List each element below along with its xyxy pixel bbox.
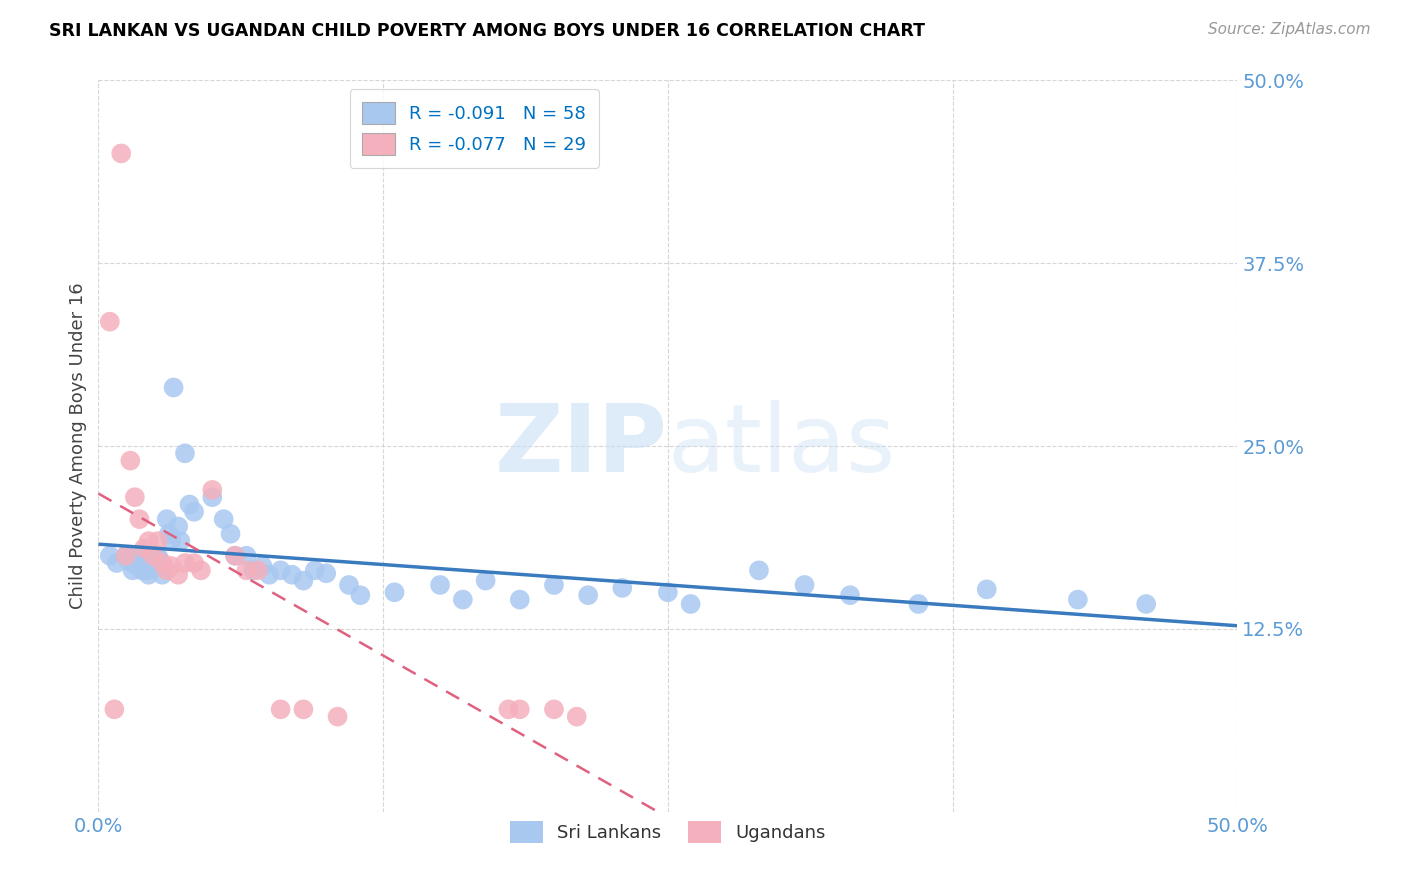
Point	[114, 549, 136, 563]
Point	[156, 563, 179, 577]
Point	[179, 498, 201, 512]
Point	[183, 556, 205, 570]
Point	[679, 597, 702, 611]
Point	[337, 578, 360, 592]
Point	[146, 534, 169, 549]
Point	[132, 541, 155, 556]
Point	[174, 556, 197, 570]
Point	[246, 563, 269, 577]
Point	[201, 490, 224, 504]
Point	[1067, 592, 1090, 607]
Point	[117, 553, 139, 567]
Point	[124, 490, 146, 504]
Point	[167, 567, 190, 582]
Point	[612, 581, 634, 595]
Point	[259, 567, 281, 582]
Point	[219, 526, 242, 541]
Point	[242, 563, 264, 577]
Point	[138, 563, 160, 577]
Point	[142, 549, 165, 563]
Point	[157, 526, 180, 541]
Point	[127, 549, 149, 563]
Point	[103, 702, 125, 716]
Point	[150, 556, 173, 570]
Point	[252, 558, 274, 573]
Point	[509, 702, 531, 716]
Point	[292, 574, 315, 588]
Point	[121, 556, 143, 570]
Y-axis label: Child Poverty Among Boys Under 16: Child Poverty Among Boys Under 16	[69, 283, 87, 609]
Point	[156, 512, 179, 526]
Point	[474, 574, 496, 588]
Point	[657, 585, 679, 599]
Text: SRI LANKAN VS UGANDAN CHILD POVERTY AMONG BOYS UNDER 16 CORRELATION CHART: SRI LANKAN VS UGANDAN CHILD POVERTY AMON…	[49, 22, 925, 40]
Point	[160, 534, 183, 549]
Point	[429, 578, 451, 592]
Point	[131, 563, 153, 577]
Legend: Sri Lankans, Ugandans: Sri Lankans, Ugandans	[499, 810, 837, 854]
Point	[907, 597, 929, 611]
Point	[349, 588, 371, 602]
Point	[128, 553, 150, 567]
Point	[576, 588, 599, 602]
Point	[146, 549, 169, 563]
Point	[149, 553, 172, 567]
Point	[304, 563, 326, 577]
Point	[235, 549, 257, 563]
Point	[160, 558, 183, 573]
Point	[167, 519, 190, 533]
Point	[509, 592, 531, 607]
Point	[270, 702, 292, 716]
Point	[105, 556, 128, 570]
Point	[1135, 597, 1157, 611]
Point	[451, 592, 474, 607]
Point	[98, 549, 121, 563]
Point	[183, 505, 205, 519]
Point	[543, 702, 565, 716]
Text: atlas: atlas	[668, 400, 896, 492]
Point	[138, 567, 160, 582]
Point	[110, 146, 132, 161]
Point	[315, 566, 337, 581]
Point	[132, 558, 155, 573]
Point	[326, 709, 349, 723]
Point	[793, 578, 815, 592]
Point	[114, 549, 136, 563]
Point	[748, 563, 770, 577]
Point	[565, 709, 588, 723]
Text: ZIP: ZIP	[495, 400, 668, 492]
Point	[976, 582, 998, 597]
Point	[98, 315, 121, 329]
Point	[190, 563, 212, 577]
Point	[120, 453, 142, 467]
Point	[174, 446, 197, 460]
Point	[121, 563, 143, 577]
Point	[212, 512, 235, 526]
Text: Source: ZipAtlas.com: Source: ZipAtlas.com	[1208, 22, 1371, 37]
Point	[128, 512, 150, 526]
Point	[281, 567, 304, 582]
Point	[201, 483, 224, 497]
Point	[224, 549, 246, 563]
Point	[142, 556, 165, 570]
Point	[292, 702, 315, 716]
Point	[145, 558, 167, 573]
Point	[162, 380, 184, 394]
Point	[235, 563, 257, 577]
Point	[498, 702, 520, 716]
Point	[150, 567, 173, 582]
Point	[270, 563, 292, 577]
Point	[169, 534, 191, 549]
Point	[384, 585, 406, 599]
Point	[138, 534, 160, 549]
Point	[224, 549, 246, 563]
Point	[839, 588, 862, 602]
Point	[543, 578, 565, 592]
